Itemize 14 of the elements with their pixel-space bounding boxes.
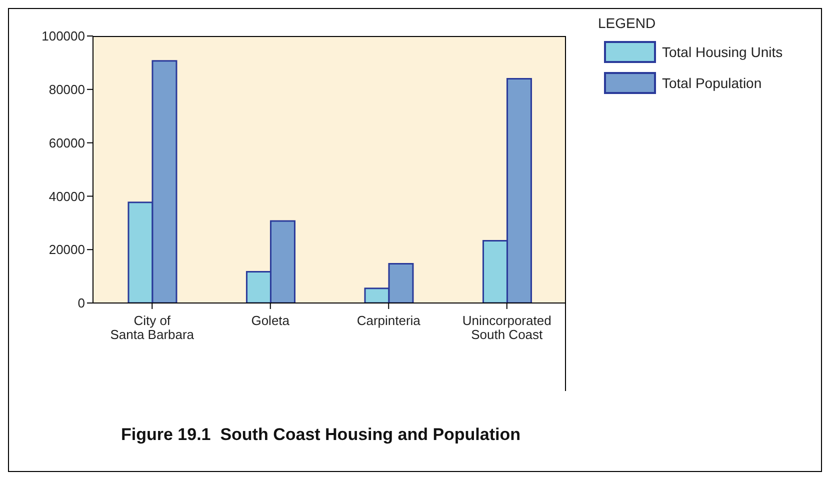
y-tick-label: 20000 — [48, 242, 85, 258]
text: Figure 19.1 South Coast Housing and Population — [121, 425, 521, 445]
x-tick-label: City of Santa Barbara — [110, 313, 195, 342]
x-tick-label: Goleta — [251, 313, 290, 328]
y-tick-label: 60000 — [48, 135, 85, 150]
legend-label: Total Population — [662, 75, 762, 91]
y-tick-label: 80000 — [48, 82, 85, 98]
legend-title: LEGEND — [598, 15, 657, 31]
y-tick-label: 0 — [78, 296, 85, 311]
legend-label: Total Housing Units — [662, 44, 783, 60]
y-tick-label: 40000 — [48, 188, 85, 204]
x-tick-label: Carpinteria — [356, 313, 422, 328]
x-tick-label: Unincorporated South Coast — [462, 313, 552, 342]
y-tick-label: 100000 — [42, 28, 85, 44]
